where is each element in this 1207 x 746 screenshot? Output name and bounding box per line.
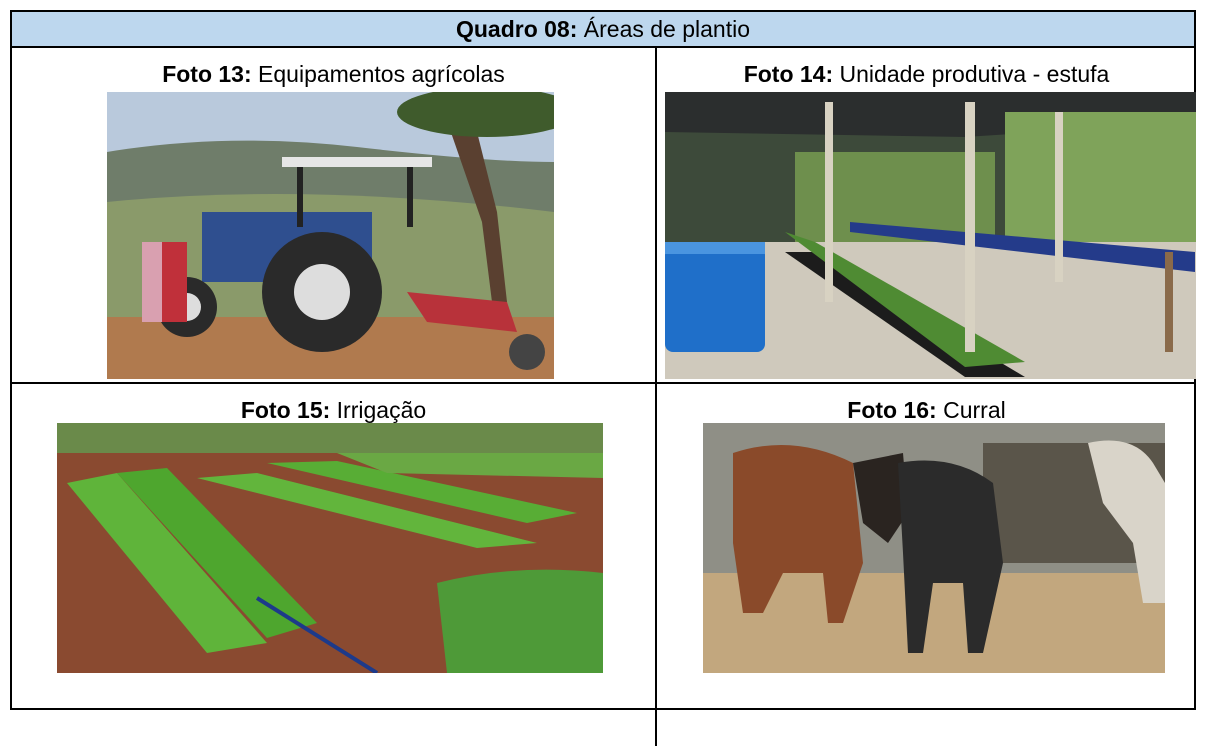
caption-text: Unidade produtiva - estufa bbox=[839, 61, 1110, 87]
photo-tractor bbox=[107, 92, 554, 379]
photo-corral bbox=[703, 423, 1165, 673]
photo-irrigation bbox=[57, 423, 603, 673]
title-text: Áreas de plantio bbox=[583, 16, 751, 42]
caption-label: Foto 15: bbox=[240, 397, 331, 423]
caption-label: Foto 13: bbox=[162, 61, 252, 87]
caption-text: Equipamentos agrícolas bbox=[258, 61, 505, 87]
title-label: Quadro 08: bbox=[455, 16, 578, 42]
table: Quadro 08: Áreas de plantio Foto 13: Equ… bbox=[10, 10, 1196, 746]
caption: Foto 16: Curral bbox=[657, 396, 1196, 424]
column-divider bbox=[655, 46, 657, 746]
row-divider bbox=[12, 382, 1194, 384]
photo-greenhouse bbox=[665, 92, 1196, 379]
caption: Foto 14: Unidade produtiva - estufa bbox=[657, 60, 1196, 88]
caption: Foto 13: Equipamentos agrícolas bbox=[12, 60, 655, 88]
caption-label: Foto 14: bbox=[743, 61, 834, 87]
caption-text: Curral bbox=[943, 397, 1006, 423]
page: Quadro 08: Áreas de plantio Foto 13: Equ… bbox=[10, 10, 1196, 746]
caption: Foto 15: Irrigação bbox=[12, 396, 655, 424]
caption-text: Irrigação bbox=[336, 397, 427, 423]
table-title: Quadro 08: Áreas de plantio bbox=[12, 12, 1194, 48]
caption-label: Foto 16: bbox=[847, 397, 937, 423]
